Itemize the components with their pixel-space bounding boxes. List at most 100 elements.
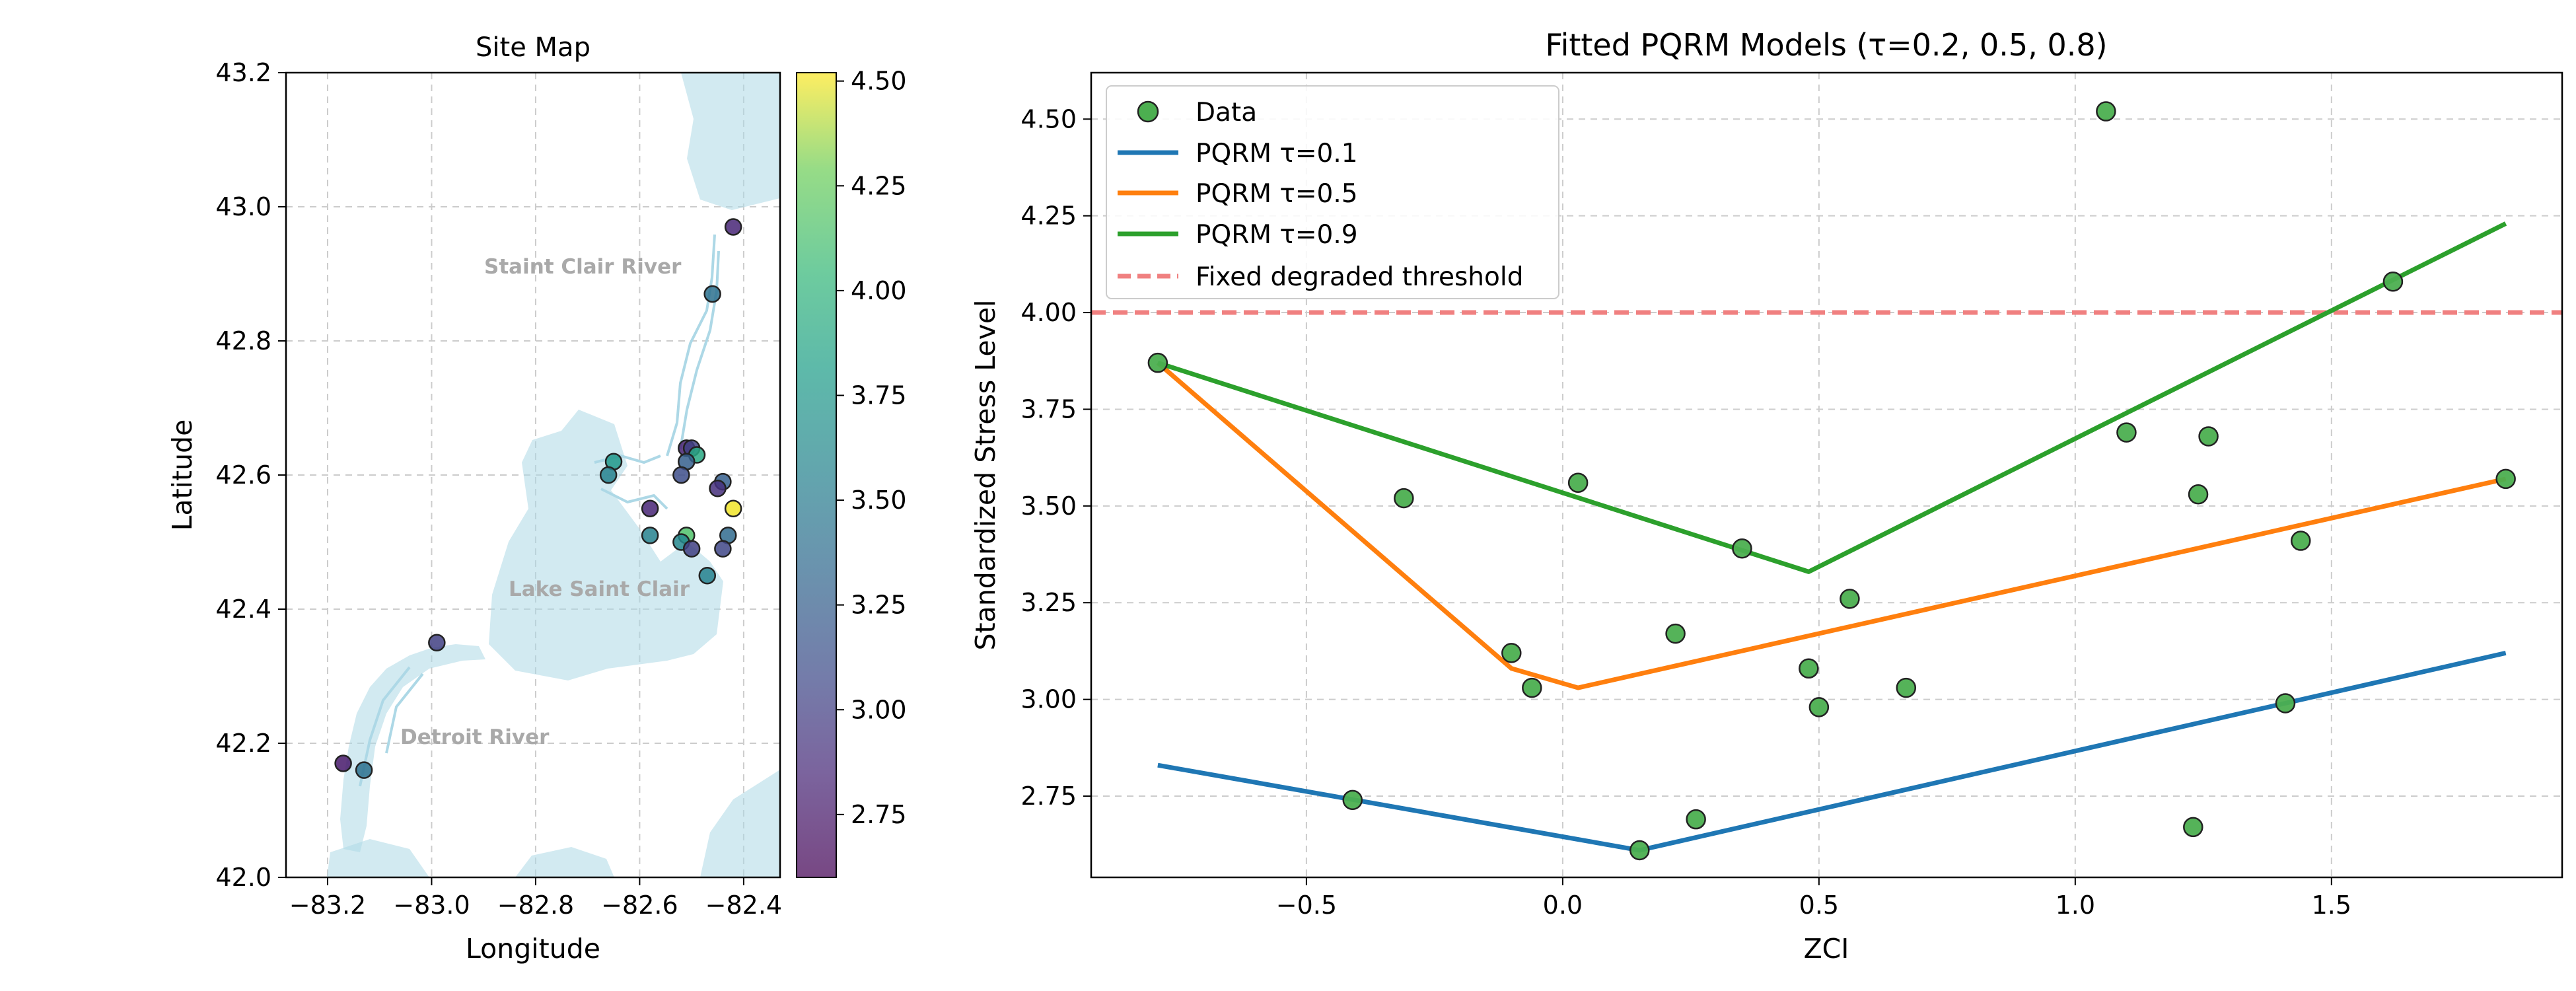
pqrm-x-ticks: −0.5 0.0 0.5 1.0 1.5	[1276, 877, 2351, 920]
data-point	[2275, 693, 2296, 714]
legend-label-tau-0-5: PQRM τ=0.5	[1196, 179, 1358, 209]
map-y-tick-label: 42.4	[215, 595, 271, 624]
pqrm-y-tick-label: 3.25	[1020, 588, 1077, 617]
annotation-st-clair-river: Staint Clair River	[484, 255, 682, 279]
colorbar-tick-label: 3.25	[851, 591, 907, 620]
map-y-ticks: 42.0 42.2 42.4 42.6 42.8 43.0 43.2	[215, 58, 286, 892]
data-point	[2198, 426, 2219, 447]
pqrm-panel: −0.5 0.0 0.5 1.0 1.5 2.75 3.00 3.25 3.50 3.75 4.0…	[970, 27, 2563, 965]
map-site-point	[682, 540, 701, 558]
detroit-channel-2	[385, 673, 424, 754]
legend-box	[1106, 85, 1559, 299]
map-points	[334, 218, 742, 779]
data-point	[1501, 643, 1522, 663]
map-y-tick-label: 42.6	[215, 460, 271, 490]
data-point	[2183, 817, 2203, 838]
site-map-panel: Staint Clair River Lake Saint Clair Detr…	[166, 32, 907, 965]
bottom-middle-water-shape	[515, 847, 614, 877]
data-point	[2116, 422, 2137, 443]
data-point	[1567, 472, 1589, 493]
map-site-point	[334, 754, 352, 772]
legend-label-tau-0-1: PQRM τ=0.1	[1196, 139, 1358, 168]
pqrm-x-tick-label: −0.5	[1276, 891, 1337, 920]
data-point	[1840, 589, 1860, 609]
data-point	[1629, 840, 1650, 861]
pqrm-y-label: Standardized Stress Level	[970, 300, 1001, 651]
pqrm-frame	[1090, 71, 2563, 879]
map-site-point	[599, 466, 618, 484]
data-point	[1732, 538, 1752, 559]
map-title: Site Map	[476, 32, 590, 63]
pqrm-x-tick-label: 0.5	[1799, 891, 1839, 920]
annotation-detroit-river: Detroit River	[400, 725, 550, 749]
pqrm-y-tick-label: 4.25	[1020, 202, 1077, 231]
data-point	[1147, 352, 1168, 373]
pqrm-y-tick-label: 3.75	[1020, 394, 1077, 423]
series-line-tau-0-5	[1156, 361, 2507, 690]
legend-label-data: Data	[1196, 98, 1257, 128]
data-point	[1686, 809, 1706, 830]
delta-channel-2	[600, 488, 668, 510]
lake-huron-shape	[681, 73, 780, 210]
data-point	[1522, 677, 1542, 698]
pqrm-x-tick-label: 1.0	[2056, 891, 2095, 920]
map-site-point	[641, 527, 659, 544]
pqrm-lines	[1091, 221, 2562, 853]
map-site-point	[703, 285, 721, 303]
pqrm-x-label: ZCI	[1804, 933, 1849, 965]
series-line-tau-0-9	[1157, 221, 2507, 574]
map-x-tick-label: −83.2	[289, 891, 366, 920]
map-x-tick-label: −83.0	[393, 891, 470, 920]
annotation-lake-saint-clair: Lake Saint Clair	[509, 577, 690, 601]
map-site-point	[672, 466, 690, 484]
map-y-tick-label: 42.0	[215, 863, 271, 892]
legend-marker-data	[1137, 100, 1159, 123]
data-point	[2382, 271, 2404, 292]
data-point	[1799, 658, 1819, 679]
legend-label-tau-0-9: PQRM τ=0.9	[1196, 220, 1358, 250]
data-point	[1394, 488, 1414, 509]
water-bodies	[327, 73, 780, 877]
pqrm-points	[1147, 101, 2516, 861]
pqrm-y-ticks: 2.75 3.00 3.25 3.50 3.75 4.00 4.25 4.50	[1020, 104, 1091, 811]
map-site-point	[724, 499, 742, 517]
data-point	[2495, 468, 2516, 490]
map-x-tick-label: −82.6	[601, 891, 678, 920]
map-site-point	[698, 567, 717, 585]
data-point	[2291, 531, 2311, 551]
colorbar-tick-label: 4.00	[851, 276, 907, 305]
colorbar-tick-label: 4.25	[851, 171, 907, 200]
colorbar-tick-label: 3.00	[851, 695, 907, 724]
pqrm-y-tick-label: 4.50	[1020, 104, 1077, 133]
map-x-ticks: −83.2 −83.0 −82.8 −82.6 −82.4	[289, 877, 782, 920]
pqrm-y-tick-label: 2.75	[1020, 782, 1077, 811]
map-x-tick-label: −82.8	[497, 891, 574, 920]
map-site-point	[641, 499, 659, 517]
lake-erie-shape	[700, 770, 780, 877]
map-y-tick-label: 43.0	[215, 192, 271, 221]
map-site-point	[714, 540, 732, 558]
data-point	[1808, 697, 1830, 717]
legend-label-threshold: Fixed degraded threshold	[1196, 262, 1523, 292]
colorbar-tick-label: 3.75	[851, 381, 907, 410]
pqrm-x-tick-label: 0.0	[1543, 891, 1583, 920]
map-y-tick-label: 42.2	[215, 729, 271, 758]
data-point	[2096, 101, 2116, 122]
pqrm-y-tick-label: 4.00	[1020, 298, 1077, 327]
data-point	[2188, 484, 2209, 505]
pqrm-y-tick-label: 3.00	[1020, 685, 1077, 714]
map-y-tick-label: 43.2	[215, 58, 271, 87]
detroit-river-shape	[340, 644, 485, 852]
lake-saint-clair-shape	[489, 410, 723, 680]
st-clair-river-line	[666, 234, 716, 457]
colorbar-tick-label: 2.75	[851, 800, 907, 829]
map-site-point	[355, 761, 373, 779]
data-point	[1896, 677, 1917, 698]
map-x-label: Longitude	[466, 933, 600, 965]
colorbar-tick-label: 3.50	[851, 486, 907, 515]
pqrm-title: Fitted PQRM Models (τ=0.2, 0.5, 0.8)	[1545, 27, 2107, 63]
map-y-tick-label: 42.8	[215, 326, 271, 355]
data-point	[1342, 789, 1363, 811]
pqrm-y-tick-label: 3.50	[1020, 492, 1077, 521]
